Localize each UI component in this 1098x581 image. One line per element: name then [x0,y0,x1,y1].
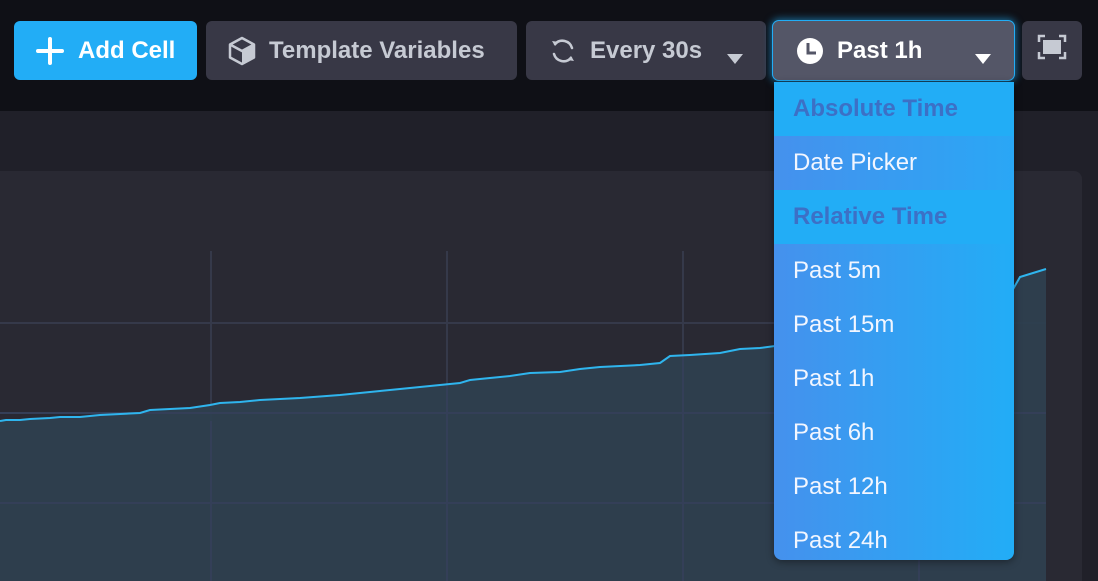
menu-item-past-6h[interactable]: Past 6h [793,419,875,446]
add-cell-button[interactable]: Add Cell [14,21,197,80]
time-range-dropdown[interactable]: Past 1h [773,21,1014,80]
caret-down-icon [974,44,992,72]
menu-item-past-15m[interactable]: Past 15m [793,311,895,338]
menu-header-absolute-time: Absolute Time [774,82,1014,136]
fullscreen-button[interactable] [1022,21,1082,80]
menu-item-past-24h[interactable]: Past 24h [793,527,888,554]
clock-icon [795,36,825,66]
menu-item-date-picker[interactable]: Date Picker [774,136,1014,190]
refresh-interval-label: Every 30s [590,36,703,64]
time-range-label: Past 1h [837,36,923,64]
plus-icon [34,35,66,67]
menu-header-relative-time: Relative Time [774,190,1014,244]
menu-item-past-1h[interactable]: Past 1h [793,365,875,392]
menu-item-past-5m[interactable]: Past 5m [793,257,882,284]
menu-item-past-12h[interactable]: Past 12h [793,473,888,500]
template-variables-label: Template Variables [269,36,485,64]
fullscreen-icon [1037,34,1067,67]
auto-refresh-dropdown[interactable]: Every 30s [526,21,766,80]
cube-icon [227,36,257,66]
refresh-icon [548,36,578,66]
add-cell-label: Add Cell [78,36,176,64]
dashboard-toolbar: Add Cell Template Variables Every 30s Pa… [0,0,1098,111]
template-variables-button[interactable]: Template Variables [206,21,517,80]
caret-down-icon [726,44,744,72]
time-range-menu: Absolute Time Date Picker Relative Time … [774,82,1014,560]
